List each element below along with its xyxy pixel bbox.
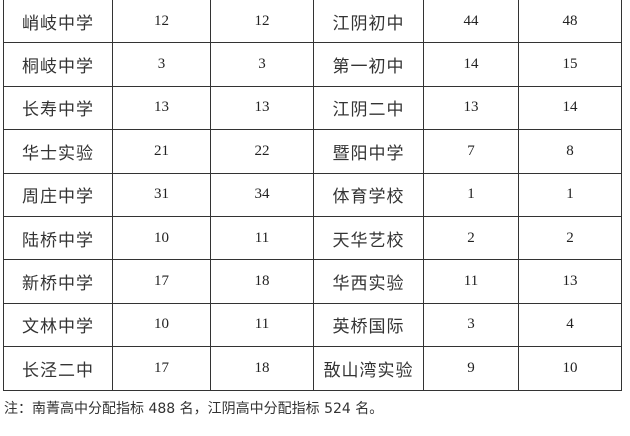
table-row: 新桥中学 17 18 华西实验 11 13 — [3, 259, 622, 304]
school-name-cell: 周庄中学 — [3, 172, 113, 217]
school-name-cell: 江阴初中 — [313, 0, 424, 44]
quota-b-cell: 15 — [518, 42, 622, 87]
quota-b-cell: 2 — [518, 215, 622, 261]
quota-a-cell: 10 — [112, 215, 211, 261]
table-row: 周庄中学 31 34 体育学校 1 1 — [3, 172, 622, 217]
quota-b-cell: 3 — [210, 42, 314, 87]
quota-b-cell: 11 — [210, 302, 314, 348]
table-row: 峭岐中学 12 12 江阴初中 44 48 — [3, 0, 622, 44]
quota-a-cell: 2 — [423, 215, 519, 261]
quota-b-cell: 8 — [518, 129, 622, 174]
school-name-cell: 英桥国际 — [313, 302, 424, 348]
school-name-cell: 新桥中学 — [3, 259, 113, 304]
quota-b-cell: 10 — [518, 346, 622, 391]
quota-a-cell: 7 — [423, 129, 519, 174]
quota-a-cell: 10 — [112, 302, 211, 348]
quota-b-cell: 4 — [518, 302, 622, 348]
school-name-cell: 文林中学 — [3, 302, 113, 348]
quota-b-cell: 22 — [210, 129, 314, 174]
school-name-cell: 长泾二中 — [3, 346, 113, 391]
table-row: 陆桥中学 10 11 天华艺校 2 2 — [3, 215, 622, 261]
quota-b-cell: 48 — [518, 0, 622, 44]
allocation-table: 峭岐中学 12 12 江阴初中 44 48 桐岐中学 3 3 第一初中 14 15 长寿中学 13 13 江阴… — [3, 0, 622, 391]
quota-a-cell: 11 — [423, 259, 519, 304]
quota-b-cell: 1 — [518, 172, 622, 217]
school-name-cell: 第一初中 — [313, 42, 424, 87]
quota-b-cell: 14 — [518, 85, 622, 131]
school-name-cell: 桐岐中学 — [3, 42, 113, 87]
quota-b-cell: 18 — [210, 346, 314, 391]
quota-a-cell: 17 — [112, 346, 211, 391]
quota-b-cell: 18 — [210, 259, 314, 304]
quota-a-cell: 9 — [423, 346, 519, 391]
quota-a-cell: 12 — [112, 0, 211, 44]
school-name-cell: 江阴二中 — [313, 85, 424, 131]
quota-a-cell: 14 — [423, 42, 519, 87]
quota-a-cell: 31 — [112, 172, 211, 217]
school-name-cell: 华西实验 — [313, 259, 424, 304]
quota-b-cell: 34 — [210, 172, 314, 217]
table-row: 华士实验 21 22 暨阳中学 7 8 — [3, 129, 622, 174]
quota-a-cell: 44 — [423, 0, 519, 44]
table-row: 桐岐中学 3 3 第一初中 14 15 — [3, 42, 622, 87]
quota-a-cell: 13 — [112, 85, 211, 131]
school-name-cell: 体育学校 — [313, 172, 424, 217]
school-name-cell: 华士实验 — [3, 129, 113, 174]
school-name-cell: 长寿中学 — [3, 85, 113, 131]
quota-a-cell: 21 — [112, 129, 211, 174]
quota-a-cell: 17 — [112, 259, 211, 304]
school-name-cell: 天华艺校 — [313, 215, 424, 261]
quota-a-cell: 1 — [423, 172, 519, 217]
quota-b-cell: 12 — [210, 0, 314, 44]
table-row: 长寿中学 13 13 江阴二中 13 14 — [3, 85, 622, 131]
table-row: 文林中学 10 11 英桥国际 3 4 — [3, 302, 622, 348]
table-row: 长泾二中 17 18 敔山湾实验 9 10 — [3, 346, 622, 391]
footnote: 注：南菁高中分配指标 488 名，江阴高中分配指标 524 名。 — [4, 401, 384, 417]
school-name-cell: 暨阳中学 — [313, 129, 424, 174]
quota-b-cell: 13 — [518, 259, 622, 304]
school-name-cell: 敔山湾实验 — [313, 346, 424, 391]
quota-a-cell: 3 — [423, 302, 519, 348]
quota-b-cell: 13 — [210, 85, 314, 131]
school-name-cell: 陆桥中学 — [3, 215, 113, 261]
quota-b-cell: 11 — [210, 215, 314, 261]
quota-a-cell: 3 — [112, 42, 211, 87]
quota-a-cell: 13 — [423, 85, 519, 131]
school-name-cell: 峭岐中学 — [3, 0, 113, 44]
